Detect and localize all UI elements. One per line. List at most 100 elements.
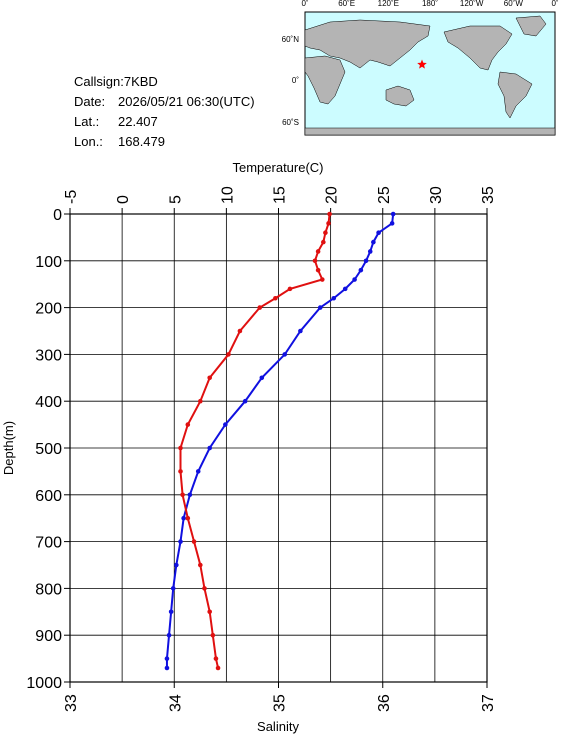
x2-tick-label: 34 (167, 694, 184, 712)
profile-point (317, 305, 323, 310)
map-lon-label: 60˚E (338, 0, 355, 8)
profile-point (170, 586, 176, 591)
profile-point (223, 422, 228, 427)
profile-point (321, 239, 326, 245)
y-tick-label: 600 (35, 488, 62, 505)
profile-point (390, 211, 396, 217)
y-axis-title: Depth(m) (1, 421, 16, 475)
profile-point (298, 328, 303, 334)
profile-point (207, 445, 212, 451)
y-tick-label: 0 (53, 207, 62, 224)
profile-point (312, 258, 318, 264)
profile-point (327, 211, 332, 217)
lat-label: Lat.: (74, 114, 99, 129)
profile-point (367, 249, 373, 254)
x-tick-label: -5 (63, 190, 80, 204)
map-lon-label: 60˚W (504, 0, 524, 8)
y-tick-label: 800 (35, 581, 62, 598)
x2-tick-label: 36 (376, 694, 393, 712)
y-tick-label: 400 (35, 394, 62, 411)
profile-point (207, 609, 212, 615)
profile-point (198, 398, 203, 404)
land (304, 15, 556, 136)
date-label: Date: (74, 94, 105, 109)
y-tick-label: 900 (35, 628, 62, 645)
y-tick-label: 500 (35, 441, 62, 458)
profile-point (166, 632, 172, 638)
profile-point (376, 230, 381, 236)
profile-point (195, 469, 201, 474)
x-axis-title: Temperature(C) (232, 160, 323, 175)
profile-point (273, 295, 278, 301)
profile-point (358, 267, 364, 273)
profile-point (352, 277, 357, 282)
x-tick-label: 10 (219, 186, 236, 204)
profile-point (331, 295, 337, 301)
profile-point (389, 221, 395, 226)
y-tick-label: 1000 (26, 675, 62, 692)
y-tick-label: 200 (35, 301, 62, 318)
x2-tick-label: 33 (63, 694, 80, 712)
y-tick-label: 300 (35, 347, 62, 364)
x-tick-label: 15 (272, 186, 289, 204)
plot-frame (69, 213, 488, 683)
profile-point (181, 515, 186, 521)
profile-point (164, 656, 170, 661)
profile-point (178, 445, 183, 451)
x-tick-label: 35 (480, 186, 497, 204)
profile-point (198, 562, 203, 568)
station-marker (417, 59, 427, 69)
profile-point (237, 328, 243, 334)
x-tick-label: 5 (167, 195, 184, 204)
profile-point (185, 422, 191, 427)
date: 2026/05/21 06:30(UTC) (118, 94, 255, 109)
profile-point (342, 286, 348, 292)
profile-point (202, 586, 207, 591)
profile-point (319, 277, 325, 282)
profile-point (371, 239, 376, 245)
map-lon-label: 120˚W (460, 0, 484, 8)
profile-point (178, 539, 183, 544)
profile-point (191, 539, 197, 544)
profile-point (213, 656, 219, 661)
lon-label: Lon.: (74, 134, 103, 149)
map-lon-label: 0˚ (301, 0, 308, 8)
map-lat-label: 60˚N (282, 35, 300, 44)
x2-tick-label: 35 (272, 694, 289, 712)
map-lon-label: 180˚ (422, 0, 438, 8)
profile-point (185, 515, 191, 521)
x-tick-label: 25 (376, 186, 393, 204)
map-lon-label: 0˚ (551, 0, 558, 8)
profile-point (315, 249, 321, 254)
profile-point (174, 562, 179, 568)
x2-axis-title: Salinity (257, 719, 299, 734)
x-tick-label: 0 (115, 195, 132, 204)
y-tick-label: 700 (35, 535, 62, 552)
profile-line (179, 213, 331, 669)
profile-point (282, 352, 288, 357)
map-lat-label: 60˚S (282, 118, 299, 127)
map-inset (304, 11, 556, 136)
x-tick-label: 30 (428, 186, 445, 204)
y-tick-label: 100 (35, 254, 62, 271)
profile-point (164, 665, 170, 671)
profile-point (242, 398, 248, 404)
map-lat-label: 0˚ (292, 76, 299, 85)
map-lon-label: 120˚E (378, 0, 399, 8)
profile-point (215, 665, 221, 671)
profile-point (168, 609, 174, 615)
x-tick-label: 20 (324, 186, 341, 204)
lat: 22.407 (118, 114, 158, 129)
callsign: Callsign:7KBD (74, 74, 158, 89)
profile-line (165, 213, 395, 668)
profile-point (287, 286, 293, 292)
profile-point (257, 305, 263, 310)
profile-point (326, 221, 331, 226)
profile-point (180, 492, 185, 498)
profile-point (187, 492, 193, 498)
profile-point (315, 267, 321, 273)
profile-point (363, 258, 369, 264)
profile-point (210, 632, 216, 638)
